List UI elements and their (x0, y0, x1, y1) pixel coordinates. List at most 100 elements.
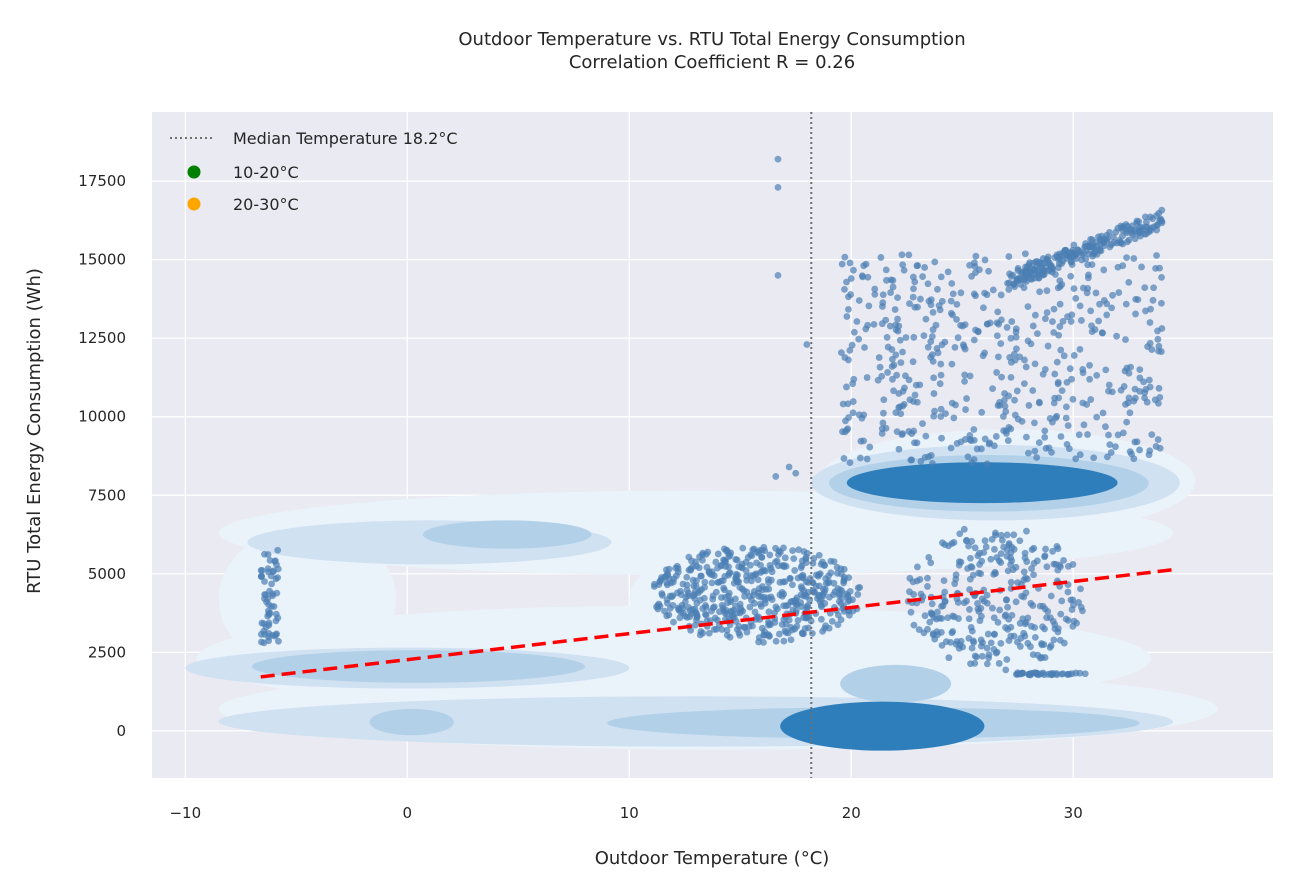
scatter-point (1156, 217, 1163, 225)
scatter-point (265, 621, 273, 629)
scatter-point (1109, 291, 1116, 299)
scatter-point (1063, 440, 1071, 448)
scatter-point (1125, 278, 1133, 286)
scatter-point (651, 580, 658, 588)
trend-line (260, 567, 1174, 679)
scatter-point (1016, 537, 1024, 545)
scatter-point (1099, 409, 1107, 417)
scatter-point (1062, 403, 1070, 411)
scatter-point (990, 570, 998, 578)
scatter-point (905, 251, 913, 259)
scatter-point (268, 602, 275, 610)
scatter-point (1000, 543, 1008, 551)
scatter-point (837, 349, 845, 357)
scatter-point (1119, 262, 1127, 270)
scatter-point (1017, 280, 1024, 288)
scatter-point (1007, 373, 1015, 381)
scatter-point (1048, 449, 1055, 456)
scatter-point (1016, 643, 1024, 650)
scatter-point (907, 608, 915, 616)
scatter-point (1030, 544, 1038, 552)
scatter-point (1067, 252, 1075, 260)
scatter-point (976, 549, 983, 557)
scatter-point (1114, 431, 1122, 439)
scatter-point (968, 644, 976, 652)
scatter-point (777, 548, 784, 556)
scatter-point (978, 652, 986, 660)
scatter-point (914, 262, 922, 269)
scatter-point (797, 591, 805, 599)
scatter-point (664, 570, 671, 577)
scatter-point (689, 576, 697, 584)
scatter-point (1103, 453, 1111, 461)
scatter-point (1047, 592, 1055, 600)
scatter-point (1095, 233, 1102, 241)
scatter-point (934, 608, 941, 616)
scatter-point (698, 586, 705, 594)
scatter-point (696, 631, 704, 639)
scatter-point (934, 631, 941, 639)
scatter-point (1141, 213, 1149, 221)
scatter-point (1049, 547, 1057, 555)
scatter-point (855, 335, 863, 343)
scatter-point (951, 343, 959, 351)
scatter-point (1035, 439, 1043, 447)
scatter-point (843, 383, 850, 391)
scatter-point (274, 546, 282, 554)
scatter-point (735, 563, 743, 571)
scatter-point (997, 550, 1005, 558)
scatter-point (845, 305, 852, 313)
scatter-point (691, 621, 699, 629)
scatter-point (894, 315, 901, 323)
scatter-point (950, 414, 958, 422)
scatter-point (1077, 585, 1084, 593)
scatter-point (883, 276, 890, 284)
scatter-point (884, 369, 891, 376)
scatter-point (1064, 422, 1072, 430)
scatter-point (745, 623, 753, 631)
scatter-point (1096, 300, 1103, 308)
scatter-point (956, 641, 964, 649)
scatter-point (721, 609, 729, 617)
scatter-point (1029, 651, 1037, 659)
scatter-point (1060, 556, 1067, 564)
scatter-point (970, 290, 978, 298)
scatter-point (1022, 363, 1030, 371)
scatter-point (886, 322, 894, 330)
scatter-point (996, 401, 1004, 409)
scatter-point (849, 398, 857, 405)
scatter-point (927, 609, 935, 617)
scatter-point (879, 303, 886, 310)
scatter-point (756, 547, 763, 554)
scatter-point (780, 563, 788, 571)
scatter-point (764, 576, 772, 583)
scatter-point (968, 537, 976, 545)
scatter-point (666, 604, 674, 612)
scatter-point (798, 557, 806, 565)
scatter-point (984, 630, 992, 638)
scatter-point (803, 341, 811, 348)
scatter-point (931, 407, 938, 415)
scatter-point (893, 428, 901, 436)
scatter-point (705, 629, 713, 637)
scatter-point (889, 283, 897, 291)
scatter-point (1075, 431, 1083, 439)
scatter-point (1022, 263, 1029, 271)
scatter-point (930, 390, 938, 397)
scatter-point (774, 183, 782, 191)
scatter-point (922, 315, 930, 323)
scatter-point (1142, 218, 1150, 226)
scatter-point (847, 275, 855, 282)
scatter-point (732, 556, 740, 563)
scatter-point (1033, 330, 1041, 338)
scatter-point (1041, 654, 1049, 661)
scatter-point (970, 426, 978, 433)
scatter-point (1063, 379, 1071, 386)
scatter-point (1024, 449, 1032, 457)
scatter-point (1058, 597, 1066, 605)
scatter-point (998, 536, 1006, 544)
scatter-point (895, 390, 903, 397)
scatter-point (989, 286, 997, 294)
chart-subtitle: Correlation Coefficient R = 0.26 (569, 52, 855, 73)
scatter-point (760, 566, 768, 574)
